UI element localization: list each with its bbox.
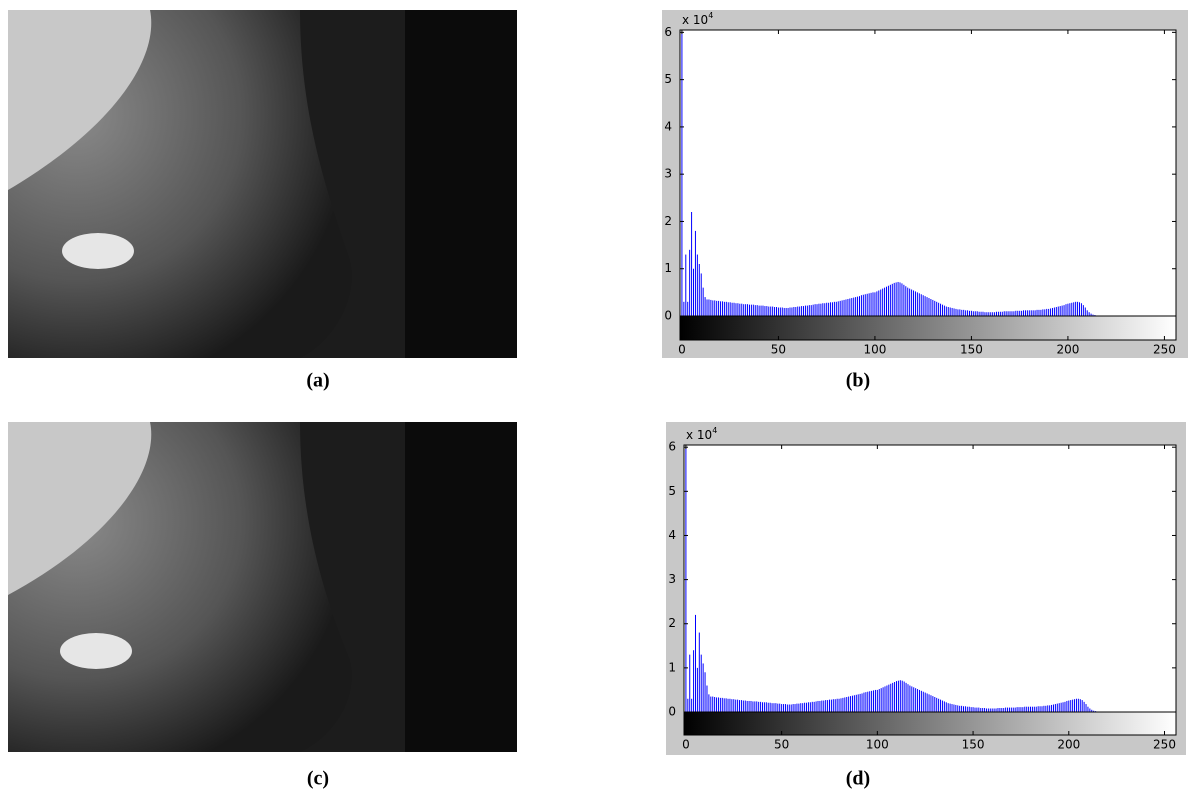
scale-base: x 10 bbox=[682, 13, 708, 27]
caption: (c) bbox=[307, 768, 329, 790]
y-tick-label: 2 bbox=[668, 616, 676, 630]
y-scale-label: x 104 bbox=[682, 11, 713, 27]
y-tick-label: 3 bbox=[668, 572, 676, 586]
y-tick-label: 1 bbox=[668, 660, 676, 674]
y-tick-label: 0 bbox=[668, 705, 676, 719]
caption: (b) bbox=[846, 370, 870, 392]
x-tick-label: 150 bbox=[960, 343, 983, 357]
plot-area bbox=[679, 29, 1177, 317]
y-tick-label: 6 bbox=[664, 25, 672, 39]
scale-base: x 10 bbox=[686, 428, 712, 442]
x-tick-label: 100 bbox=[863, 343, 886, 357]
y-tick-label: 3 bbox=[664, 167, 672, 181]
y-tick-label: 0 bbox=[664, 309, 672, 323]
mammogram-a bbox=[8, 10, 517, 358]
scale-exponent: 4 bbox=[708, 11, 713, 20]
y-tick-label: 4 bbox=[664, 119, 672, 133]
x-tick-label: 150 bbox=[962, 738, 985, 752]
colorbar bbox=[683, 711, 1177, 736]
x-tick-label: 50 bbox=[774, 738, 789, 752]
y-tick-label: 5 bbox=[668, 484, 676, 498]
y-tick-label: 1 bbox=[664, 261, 672, 275]
y-tick-label: 2 bbox=[664, 214, 672, 228]
y-tick-label: 4 bbox=[668, 528, 676, 542]
y-tick-label: 5 bbox=[664, 72, 672, 86]
y-tick-label: 6 bbox=[668, 440, 676, 454]
plot-area bbox=[683, 444, 1177, 713]
x-tick-label: 0 bbox=[682, 738, 690, 752]
x-tick-label: 250 bbox=[1153, 738, 1176, 752]
x-tick-label: 200 bbox=[1056, 343, 1079, 357]
scale-exponent: 4 bbox=[712, 426, 717, 435]
caption: (a) bbox=[306, 370, 329, 392]
mammogram-c bbox=[8, 422, 517, 752]
colorbar bbox=[679, 315, 1177, 341]
x-tick-label: 50 bbox=[771, 343, 786, 357]
x-tick-label: 250 bbox=[1153, 343, 1176, 357]
y-scale-label: x 104 bbox=[686, 426, 717, 442]
x-tick-label: 0 bbox=[678, 343, 686, 357]
caption: (d) bbox=[846, 768, 870, 790]
x-tick-label: 200 bbox=[1057, 738, 1080, 752]
x-tick-label: 100 bbox=[866, 738, 889, 752]
